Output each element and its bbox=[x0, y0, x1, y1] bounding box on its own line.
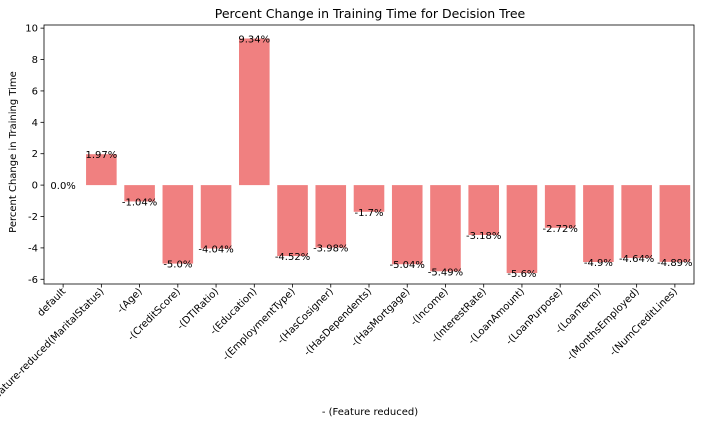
x-tick-label: -(MonthsEmployed) bbox=[565, 286, 642, 363]
bar bbox=[659, 185, 691, 262]
data-label: -5.04% bbox=[390, 260, 425, 271]
x-axis-label: - (Feature reduced) bbox=[322, 407, 418, 418]
x-tick-label: -(Age) bbox=[115, 286, 145, 316]
bar bbox=[239, 38, 270, 186]
y-tick-label: -2 bbox=[28, 212, 38, 223]
data-label: -3.18% bbox=[466, 231, 501, 242]
data-label: -5.0% bbox=[163, 260, 192, 271]
data-label: -4.64% bbox=[619, 254, 654, 265]
bar bbox=[277, 185, 308, 257]
data-label: -4.9% bbox=[584, 258, 613, 269]
y-axis: -6 -4 -2 0 2 4 6 8 10 bbox=[25, 24, 44, 286]
data-label: -5.6% bbox=[507, 269, 536, 280]
y-tick-label: -4 bbox=[28, 243, 38, 254]
x-tick-label: -(NumCreditLines) bbox=[608, 286, 680, 358]
y-tick-label: 8 bbox=[32, 55, 38, 66]
bar bbox=[468, 185, 499, 236]
bar bbox=[621, 185, 652, 258]
bar bbox=[200, 185, 232, 249]
data-label: -4.04% bbox=[198, 245, 233, 256]
y-tick-label: 2 bbox=[32, 149, 38, 160]
y-axis-label: Percent Change in Training Time bbox=[8, 71, 19, 233]
bar bbox=[583, 185, 614, 263]
data-label: 0.0% bbox=[50, 181, 75, 192]
data-label: 1.97% bbox=[85, 150, 117, 161]
data-labels-layer: 0.0%1.97%-1.04%-5.0%-4.04%9.34%-4.52%-3.… bbox=[50, 34, 692, 280]
bar bbox=[391, 185, 423, 265]
data-label: 9.34% bbox=[238, 34, 270, 45]
x-tick-label: default bbox=[36, 286, 69, 319]
data-label: -1.7% bbox=[354, 208, 383, 219]
data-label: -1.04% bbox=[122, 197, 157, 208]
x-tick-label: -(EmploymentType) bbox=[221, 286, 298, 363]
plot-frame bbox=[43, 24, 695, 285]
bar bbox=[544, 185, 576, 228]
bars-layer bbox=[86, 38, 691, 274]
chart-title: Percent Change in Training Time for Deci… bbox=[215, 6, 526, 21]
bar bbox=[353, 185, 385, 212]
bar bbox=[162, 185, 194, 264]
data-label: -4.52% bbox=[275, 252, 310, 263]
data-label: -4.89% bbox=[657, 258, 692, 269]
data-label: -2.72% bbox=[542, 224, 577, 235]
y-tick-label: 6 bbox=[32, 86, 38, 97]
data-label: -5.49% bbox=[428, 267, 463, 278]
data-label: -3.98% bbox=[313, 244, 348, 255]
bar bbox=[86, 154, 117, 186]
bar bbox=[124, 185, 155, 202]
y-tick-label: 10 bbox=[25, 24, 38, 35]
bar bbox=[430, 185, 461, 272]
bar bbox=[506, 185, 538, 274]
y-tick-label: -6 bbox=[28, 275, 38, 286]
y-tick-label: 4 bbox=[32, 118, 38, 129]
bar bbox=[315, 185, 347, 248]
y-tick-label: 0 bbox=[32, 181, 38, 192]
x-tick-label: -(HasDependents) bbox=[302, 286, 374, 358]
